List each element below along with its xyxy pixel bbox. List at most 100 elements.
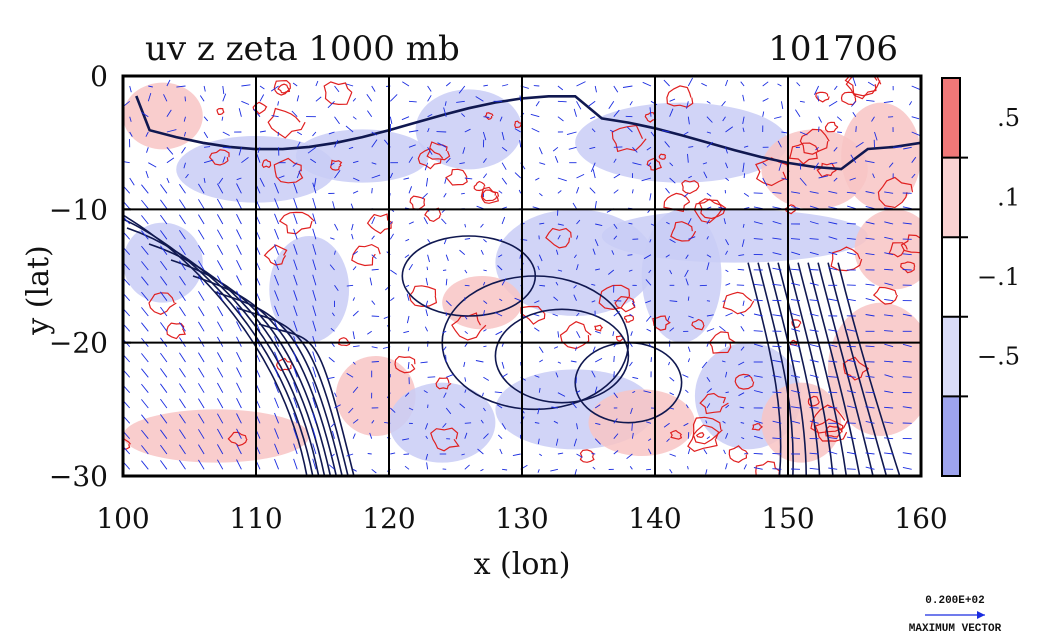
wind-vector: [519, 254, 522, 259]
vorticity-contour: [267, 107, 306, 139]
wind-vector: [722, 420, 726, 424]
wind-vector: [828, 344, 838, 348]
wind-vector: [179, 321, 186, 332]
wind-vector: [818, 175, 829, 179]
wind-vector: [884, 221, 894, 225]
wind-vector: [608, 101, 615, 109]
wind-vector: [557, 361, 561, 364]
wind-vector: [553, 296, 559, 302]
wind-vector: [408, 407, 414, 411]
vorticity-contour: [872, 286, 898, 305]
wind-vector: [669, 300, 678, 302]
height-contour: [123, 218, 314, 476]
wind-vector: [538, 147, 543, 155]
wind-vector: [851, 101, 857, 107]
wind-vector: [482, 310, 485, 317]
wind-vector: [865, 375, 875, 378]
wind-vector: [828, 467, 838, 470]
wind-vector-layer: [123, 76, 921, 476]
wind-vector: [828, 406, 838, 409]
wind-vector: [537, 407, 540, 415]
x-tick-label: 140: [628, 502, 681, 535]
wind-vector: [274, 428, 280, 439]
wind-vector: [331, 453, 335, 458]
wind-vector: [613, 173, 621, 179]
wind-vector: [753, 467, 763, 470]
wind-vector: [911, 131, 921, 137]
wind-vector: [198, 398, 205, 409]
wind-vector: [846, 468, 856, 470]
wind-vector: [238, 108, 242, 117]
wind-vector: [179, 383, 186, 393]
wind-vector: [464, 177, 473, 180]
wind-vector: [312, 228, 317, 240]
wind-vector: [389, 407, 396, 413]
wind-vector: [743, 173, 746, 179]
wind-vector: [203, 177, 206, 183]
wind-vector: [179, 367, 186, 378]
wind-vector: [884, 282, 894, 286]
wind-vector: [426, 266, 429, 271]
wind-vector: [312, 412, 317, 424]
wind-vector: [738, 254, 745, 257]
wind-vector: [312, 427, 317, 439]
wind-vector: [352, 297, 356, 301]
wind-vector: [648, 438, 652, 441]
wind-vector: [884, 191, 894, 194]
colorbar-segment: [942, 237, 960, 317]
wind-vector: [256, 153, 261, 163]
wind-vector: [166, 147, 174, 155]
vorticity-contour: [670, 221, 697, 242]
wind-vector: [539, 222, 545, 225]
wind-vector: [570, 360, 577, 363]
wind-vector: [476, 205, 484, 210]
wind-vector: [464, 422, 472, 424]
vorticity-contour: [473, 180, 486, 192]
wind-vector: [874, 131, 878, 141]
wind-vector: [613, 235, 618, 240]
wind-vector: [217, 229, 224, 240]
wind-vector: [274, 213, 280, 225]
wind-vector: [514, 128, 521, 133]
wind-vector: [217, 428, 224, 439]
wind-vector: [884, 421, 894, 424]
wind-vector: [408, 130, 419, 133]
wind-vector: [902, 452, 912, 455]
wind-vector: [498, 254, 503, 258]
wind-vector: [533, 313, 540, 317]
wind-vector: [236, 177, 242, 181]
wind-vector: [791, 359, 801, 363]
wind-vector: [799, 100, 805, 103]
y-axis: 0 −10 −20 −30: [49, 60, 131, 493]
wind-vector: [312, 131, 317, 137]
wind-vector: [160, 276, 168, 286]
wind-vector: [742, 300, 745, 306]
wind-vector: [352, 331, 355, 340]
wind-vector: [274, 290, 280, 301]
wind-vector: [129, 85, 132, 93]
wind-vector: [828, 236, 838, 240]
wind-vector: [552, 313, 559, 317]
x-tick-label: 130: [495, 502, 548, 535]
wind-vector: [459, 403, 466, 409]
wind-vector: [594, 85, 597, 93]
wind-vector: [753, 221, 763, 225]
wind-vector: [141, 307, 149, 317]
wind-vector: [445, 82, 451, 87]
wind-vector: [884, 298, 894, 302]
wind-vector: [331, 312, 335, 317]
vorticity-contour: [791, 319, 802, 329]
wind-vector: [312, 182, 317, 194]
vector-legend-magnitude: 0.200E+02: [925, 595, 984, 607]
wind-vector: [742, 162, 745, 172]
wind-vector: [464, 269, 468, 274]
wind-vector: [163, 94, 168, 102]
wind-vector: [809, 374, 819, 378]
wind-vector: [773, 116, 782, 119]
wind-vector: [613, 310, 620, 317]
wind-vector: [293, 428, 298, 439]
wind-vector: [312, 289, 317, 301]
wind-vector: [909, 101, 913, 106]
chart-title: uv z zeta 1000 mb: [145, 29, 460, 69]
